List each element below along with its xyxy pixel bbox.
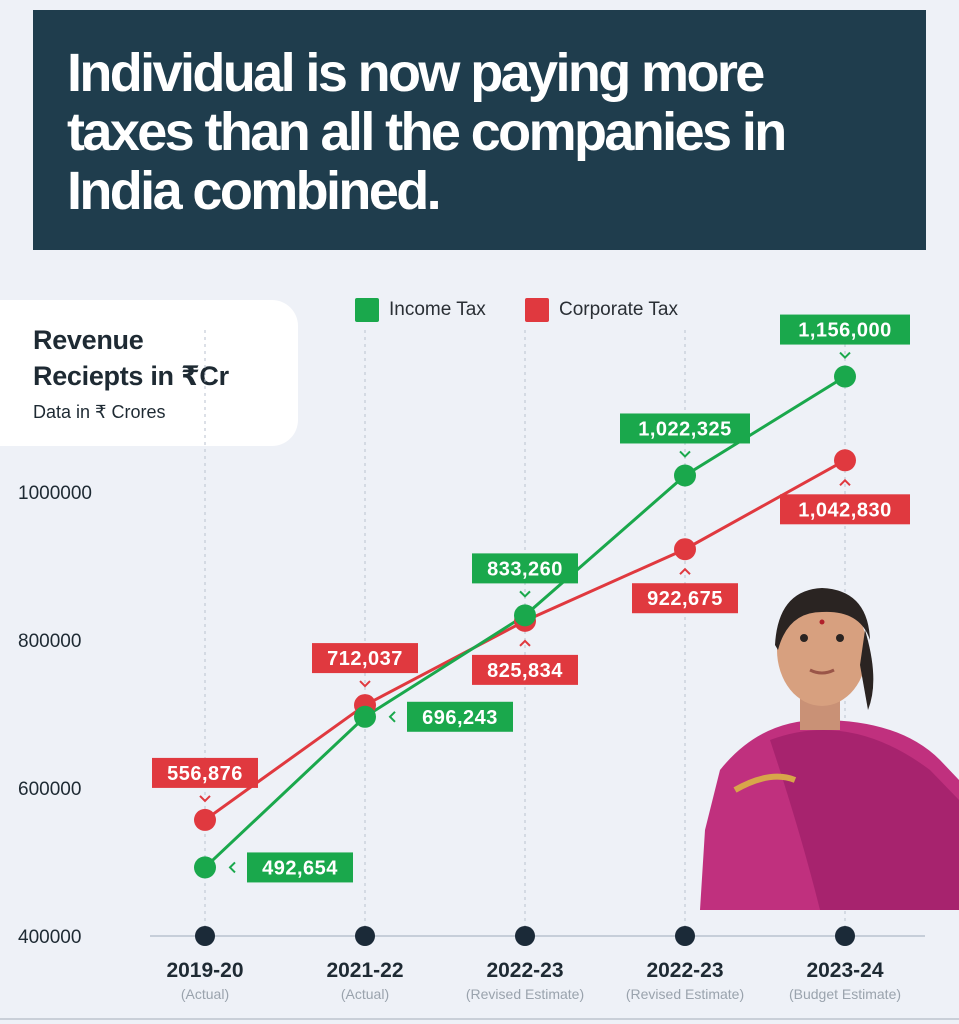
x-tick-label: 2019-20 [166, 959, 243, 982]
x-tick-note: (Revised Estimate) [466, 986, 584, 1002]
x-tick-note: (Actual) [341, 986, 389, 1002]
data-label-income: 1,156,000 [798, 320, 891, 342]
baseline-dot [835, 926, 855, 946]
legend-corporate-tax: Corporate Tax [525, 298, 678, 322]
x-tick-label: 2023-24 [806, 959, 883, 982]
data-label-box-corporate [780, 494, 910, 525]
data-label-caret-corporate [839, 478, 851, 487]
data-point-income [194, 856, 216, 879]
data-point-corporate [834, 449, 856, 472]
legend-income-tax: Income Tax [355, 298, 486, 322]
data-label-caret-corporate [359, 680, 371, 688]
data-label-corporate: 825,834 [487, 660, 563, 682]
legend-income-label: Income Tax [389, 299, 486, 320]
data-label-corporate: 712,037 [327, 648, 403, 670]
data-label-box-corporate [312, 643, 418, 674]
x-tick-note: (Revised Estimate) [626, 986, 744, 1002]
data-label-income: 1,022,325 [638, 418, 731, 440]
bottom-rule [0, 1018, 959, 1020]
x-tick-label: 2022-23 [486, 959, 563, 982]
data-label-income: 696,243 [422, 707, 498, 729]
data-point-income [354, 705, 376, 728]
data-label-caret-income [839, 351, 851, 359]
baseline-dot [515, 926, 535, 946]
data-label-box-corporate [472, 654, 578, 685]
data-point-corporate [674, 538, 696, 561]
data-label-corporate: 556,876 [167, 763, 243, 785]
data-label-caret-income [388, 711, 396, 723]
data-label-box-income [472, 553, 578, 584]
data-label-box-income [620, 413, 750, 444]
data-label-box-corporate [632, 583, 738, 614]
y-tick-label: 600000 [18, 779, 81, 800]
data-point-corporate [194, 808, 216, 831]
y-tick-label: 400000 [18, 927, 81, 948]
data-label-caret-income [228, 861, 236, 874]
y-tick-label: 1000000 [18, 483, 92, 504]
baseline-dot [355, 926, 375, 946]
data-label-box-income [407, 701, 513, 732]
chart-subtitle: Data in ₹ Crores [33, 402, 166, 422]
x-tick-label: 2021-22 [326, 959, 403, 982]
baseline-dot [675, 926, 695, 946]
legend-income-swatch [355, 298, 379, 322]
data-point-income [834, 365, 856, 388]
x-tick-note: (Actual) [181, 986, 229, 1002]
info-card: Revenue Reciepts in ₹Cr Data in ₹ Crores [0, 300, 298, 446]
data-point-income [674, 464, 696, 487]
data-label-caret-corporate [199, 795, 211, 803]
data-label-income: 492,654 [262, 857, 338, 879]
legend-corporate-label: Corporate Tax [559, 299, 678, 320]
data-label-corporate: 922,675 [647, 588, 723, 610]
data-label-caret-income [519, 590, 531, 598]
data-label-box-income [780, 314, 910, 345]
data-label-caret-corporate [519, 639, 531, 647]
y-tick-label: 800000 [18, 631, 81, 652]
data-label-box-income [247, 852, 353, 883]
x-tick-label: 2022-23 [646, 959, 723, 982]
data-label-caret-income [679, 450, 691, 458]
data-point-income [514, 604, 536, 627]
baseline-dot [195, 926, 215, 946]
chart-title: Revenue Reciepts in ₹Cr [33, 325, 229, 391]
data-label-caret-corporate [679, 567, 691, 575]
headline: Individual is now paying more taxes than… [67, 43, 787, 221]
headline-banner: Individual is now paying more taxes than… [33, 10, 926, 250]
x-tick-note: (Budget Estimate) [789, 986, 901, 1002]
data-label-box-corporate [152, 757, 258, 788]
person-illustration [700, 588, 959, 910]
legend-corporate-swatch [525, 298, 549, 322]
data-label-corporate: 1,042,830 [798, 499, 891, 521]
data-label-income: 833,260 [487, 558, 563, 580]
